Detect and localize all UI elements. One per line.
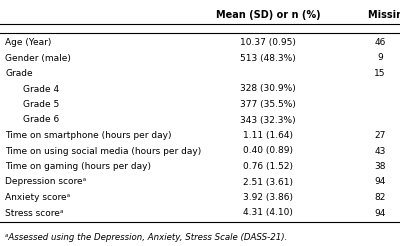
Text: Stress scoreᵃ: Stress scoreᵃ [5,209,64,217]
Text: 328 (30.9%): 328 (30.9%) [240,84,296,93]
Text: 377 (35.5%): 377 (35.5%) [240,100,296,109]
Text: 94: 94 [374,178,386,186]
Text: 4.31 (4.10): 4.31 (4.10) [243,209,293,217]
Text: 38: 38 [374,162,386,171]
Text: 343 (32.3%): 343 (32.3%) [240,116,296,124]
Text: 27: 27 [374,131,386,140]
Text: 82: 82 [374,193,386,202]
Text: Grade 4: Grade 4 [23,84,59,93]
Text: Grade: Grade [5,69,33,78]
Text: Age (Year): Age (Year) [5,38,51,47]
Text: 15: 15 [374,69,386,78]
Text: 2.51 (3.61): 2.51 (3.61) [243,178,293,186]
Text: 1.11 (1.64): 1.11 (1.64) [243,131,293,140]
Text: 0.40 (0.89): 0.40 (0.89) [243,147,293,155]
Text: 9: 9 [377,53,383,62]
Text: Grade 5: Grade 5 [23,100,59,109]
Text: Time on smartphone (hours per day): Time on smartphone (hours per day) [5,131,172,140]
Text: 513 (48.3%): 513 (48.3%) [240,53,296,62]
Text: 43: 43 [374,147,386,155]
Text: Gender (male): Gender (male) [5,53,71,62]
Text: 3.92 (3.86): 3.92 (3.86) [243,193,293,202]
Text: 94: 94 [374,209,386,217]
Text: Anxiety scoreᵃ: Anxiety scoreᵃ [5,193,70,202]
Text: Missing n: Missing n [368,10,400,20]
Text: Grade 6: Grade 6 [23,116,59,124]
Text: ᵃAssessed using the Depression, Anxiety, Stress Scale (DASS-21).: ᵃAssessed using the Depression, Anxiety,… [5,233,287,242]
Text: 10.37 (0.95): 10.37 (0.95) [240,38,296,47]
Text: Mean (SD) or n (%): Mean (SD) or n (%) [216,10,320,20]
Text: 0.76 (1.52): 0.76 (1.52) [243,162,293,171]
Text: 46: 46 [374,38,386,47]
Text: Depression scoreᵃ: Depression scoreᵃ [5,178,86,186]
Text: Time on gaming (hours per day): Time on gaming (hours per day) [5,162,151,171]
Text: Time on using social media (hours per day): Time on using social media (hours per da… [5,147,201,155]
